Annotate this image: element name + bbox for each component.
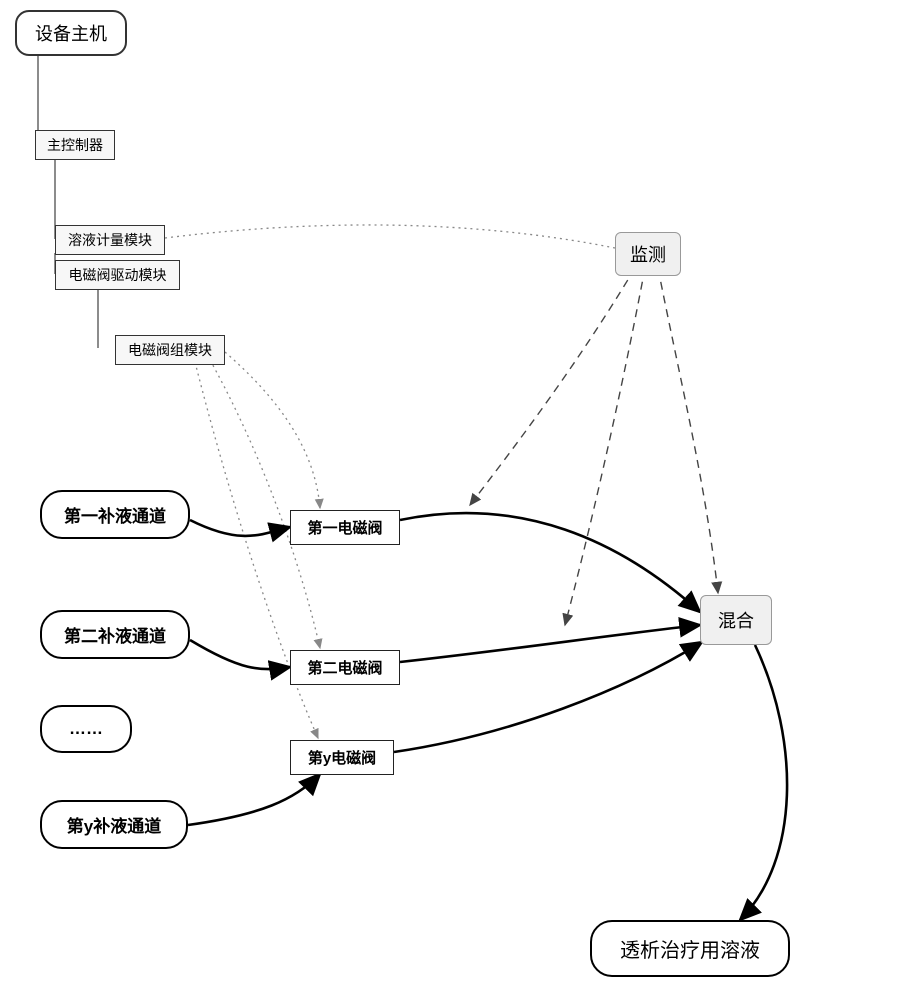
monitor-node: 监测 [615, 232, 681, 276]
meter-label: 溶液计量模块 [68, 230, 152, 250]
valvegroup-node: 电磁阀组模块 [115, 335, 225, 365]
valve-2-node: 第二电磁阀 [290, 650, 400, 685]
driver-label: 电磁阀驱动模块 [69, 265, 167, 285]
valve-1-node: 第一电磁阀 [290, 510, 400, 545]
mix-label: 混合 [718, 607, 754, 633]
valve-y-label: 第y电磁阀 [308, 747, 376, 768]
channel-1-label: 第一补液通道 [64, 502, 166, 527]
mix-node: 混合 [700, 595, 772, 645]
valve-1-label: 第一电磁阀 [307, 517, 382, 538]
channel-2-node: 第二补液通道 [40, 610, 190, 659]
host-node: 设备主机 [15, 10, 127, 56]
output-label: 透析治疗用溶液 [620, 934, 760, 963]
controller-node: 主控制器 [35, 130, 115, 160]
meter-node: 溶液计量模块 [55, 225, 165, 255]
channel-y-label: 第y补液通道 [67, 812, 161, 837]
channel-y-node: 第y补液通道 [40, 800, 188, 849]
monitor-label: 监测 [630, 241, 666, 267]
controller-label: 主控制器 [47, 135, 103, 155]
valve-y-node: 第y电磁阀 [290, 740, 394, 775]
channel-1-node: 第一补液通道 [40, 490, 190, 539]
driver-node: 电磁阀驱动模块 [55, 260, 180, 290]
channel-ellipsis-label: …… [69, 719, 103, 739]
host-label: 设备主机 [35, 20, 107, 46]
valvegroup-label: 电磁阀组模块 [128, 340, 212, 360]
channel-ellipsis-node: …… [40, 705, 132, 753]
valve-2-label: 第二电磁阀 [307, 657, 382, 678]
output-node: 透析治疗用溶液 [590, 920, 790, 977]
channel-2-label: 第二补液通道 [64, 622, 166, 647]
